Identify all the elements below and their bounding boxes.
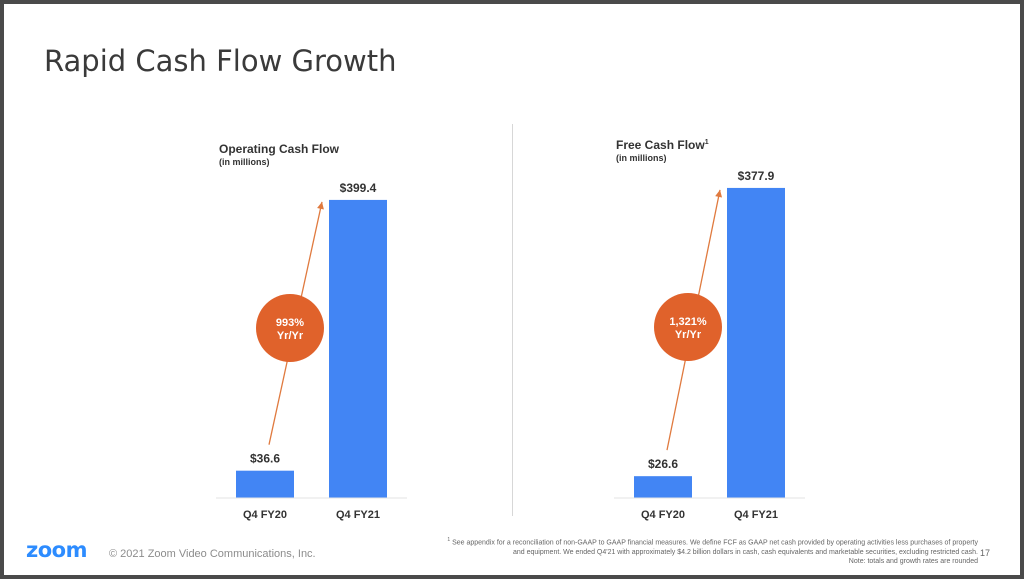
page-number: 17 — [979, 548, 990, 558]
zoom-logo: zoom — [26, 538, 87, 562]
growth-badge — [256, 294, 324, 362]
free-cash-flow-chart: $26.6 Q4 FY20 $377.9 Q4 FY21 1,321%Yr/Yr — [614, 169, 805, 521]
data-label: $399.4 — [340, 181, 377, 195]
bar-q4-fy20 — [634, 476, 692, 498]
slide-title: Rapid Cash Flow Growth — [44, 44, 397, 78]
chart-title-free-cash-flow: Free Cash Flow1 — [616, 138, 709, 152]
chart-divider — [512, 124, 513, 516]
copyright-text: © 2021 Zoom Video Communications, Inc. — [109, 548, 316, 560]
slide: Rapid Cash Flow Growth Operating Cash Fl… — [4, 4, 1020, 575]
footnote-line: Note: totals and growth rates are rounde… — [848, 558, 978, 566]
data-label: $26.6 — [648, 457, 678, 471]
chart-title-text: Free Cash Flow — [616, 138, 705, 152]
chart-title-text: Operating Cash Flow — [219, 142, 340, 156]
footnote-line: 1 See appendix for a reconciliation of n… — [447, 537, 978, 547]
growth-arrow-head — [715, 189, 723, 198]
growth-badge-text: Yr/Yr — [675, 329, 702, 341]
category-label: Q4 FY21 — [336, 509, 380, 521]
chart-title-marker: 1 — [704, 139, 709, 146]
growth-badge-text: 1,321% — [669, 316, 707, 328]
growth-arrow-head — [317, 201, 324, 210]
category-label: Q4 FY20 — [243, 509, 287, 521]
growth-badge — [654, 293, 722, 361]
category-label: Q4 FY21 — [734, 509, 778, 521]
bar-q4-fy21 — [329, 199, 387, 498]
bar-q4-fy21 — [727, 187, 785, 498]
growth-badge-text: 993% — [276, 317, 304, 329]
footnote-line: and equipment. We ended Q4'21 with appro… — [512, 548, 978, 556]
chart-subtitle-free-cash-flow: (in millions) — [616, 153, 667, 163]
data-label: $377.9 — [738, 169, 775, 183]
operating-cash-flow-chart: $36.6 Q4 FY20 $399.4 Q4 FY21 993%Yr/Yr — [216, 181, 407, 521]
chart-subtitle-operating: (in millions) — [219, 157, 270, 167]
chart-title-operating: Operating Cash Flow — [219, 142, 339, 156]
category-label: Q4 FY20 — [641, 509, 685, 521]
footnote: 1 See appendix for a reconciliation of n… — [308, 536, 978, 567]
bar-q4-fy20 — [236, 470, 294, 498]
growth-badge-text: Yr/Yr — [277, 330, 304, 342]
footnote-marker: 1 — [447, 537, 451, 543]
data-label: $36.6 — [250, 452, 280, 466]
